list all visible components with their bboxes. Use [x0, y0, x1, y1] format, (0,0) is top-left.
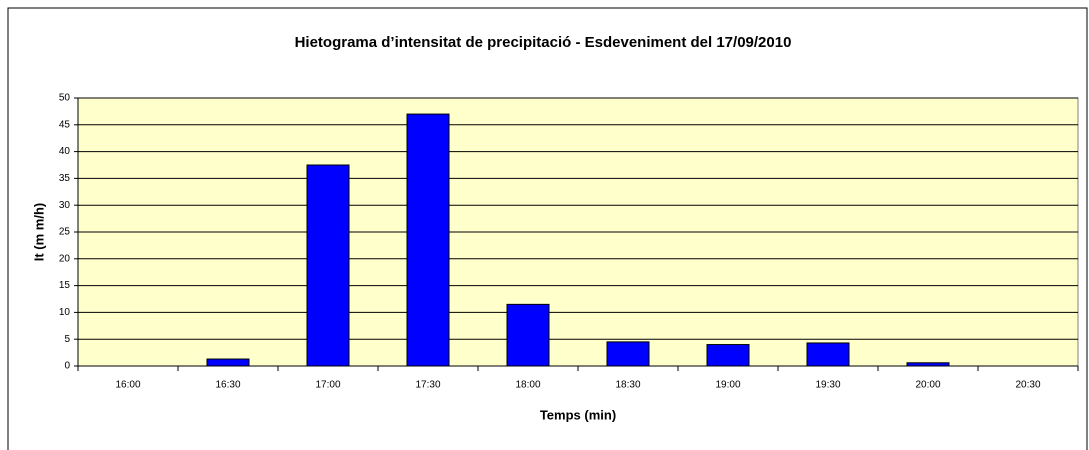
x-tick-label: 18:30 [615, 380, 640, 391]
x-tick-label: 19:00 [715, 380, 740, 391]
x-tick-label: 20:00 [915, 380, 940, 391]
y-tick-label: 5 [64, 334, 70, 345]
bar [206, 358, 250, 367]
y-tick-label: 35 [59, 173, 71, 184]
x-tick-label: 19:30 [815, 380, 840, 391]
y-tick-label: 20 [59, 253, 71, 264]
y-tick-label: 30 [59, 200, 71, 211]
y-tick-label: 45 [59, 119, 71, 130]
bar [806, 342, 850, 367]
x-tick-label: 16:30 [215, 380, 240, 391]
bar [906, 362, 950, 367]
chart-title: Hietograma d’intensitat de precipitació … [295, 34, 792, 51]
x-tick-label: 17:30 [415, 380, 440, 391]
y-tick-label: 10 [59, 307, 71, 318]
bar [306, 164, 350, 367]
bar [506, 303, 550, 367]
y-tick-label: 15 [59, 280, 71, 291]
y-tick-label: 40 [59, 146, 71, 157]
x-tick-label: 17:00 [315, 380, 340, 391]
x-tick-label: 18:00 [515, 380, 540, 391]
chart-frame [7, 7, 1088, 450]
x-tick-label: 20:30 [1015, 380, 1040, 391]
y-tick-label: 0 [64, 361, 70, 372]
y-tick-label: 25 [59, 227, 71, 238]
y-tick-label: 50 [59, 93, 71, 104]
x-tick-label: 16:00 [115, 380, 140, 391]
bar [606, 341, 650, 367]
x-axis-title: Temps (min) [540, 407, 616, 422]
bar [406, 113, 450, 367]
y-axis-title: It (m m/h) [31, 203, 46, 262]
bar [706, 344, 750, 367]
